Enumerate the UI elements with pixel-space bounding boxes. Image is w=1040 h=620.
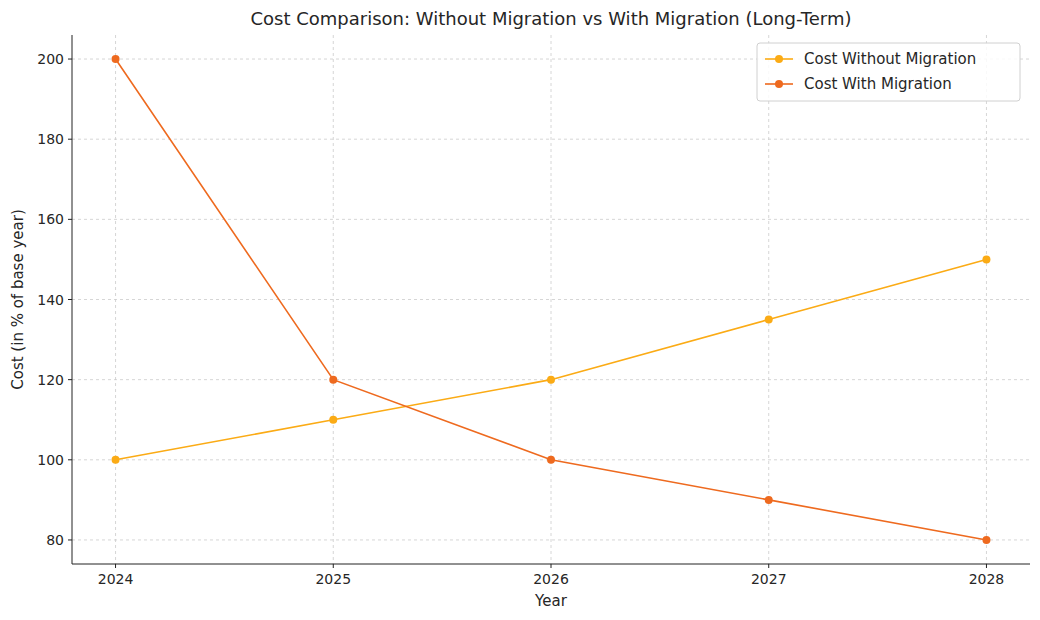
series-marker: [329, 416, 337, 424]
y-tick-label: 160: [37, 211, 64, 227]
y-tick-label: 100: [37, 452, 64, 468]
series-marker: [547, 376, 555, 384]
y-tick: [68, 299, 72, 300]
y-grid-line: [72, 219, 1030, 220]
x-tick: [115, 564, 116, 568]
chart-svg: 2024 2025 2026 2027 2028 80 100 120 140 160 180 200…: [0, 0, 1040, 620]
y-tick: [68, 139, 72, 140]
series-marker: [765, 496, 773, 504]
legend-label: Cost With Migration: [804, 75, 952, 93]
series-marker: [982, 255, 990, 263]
x-grid-line: [551, 35, 552, 564]
x-tick-label: 2026: [533, 571, 569, 587]
x-tick-label: 2025: [315, 571, 351, 587]
x-axis-label: Year: [534, 592, 568, 610]
series-marker: [329, 376, 337, 384]
y-tick: [68, 379, 72, 380]
y-axis-label: Cost (in % of base year): [9, 209, 27, 390]
grid: [72, 35, 1030, 564]
x-tick-label: 2027: [751, 571, 787, 587]
series-marker: [112, 55, 120, 63]
series-line: [116, 259, 987, 459]
legend-marker: [775, 55, 783, 63]
series-line: [116, 59, 987, 540]
y-tick: [68, 219, 72, 220]
series-marker: [547, 456, 555, 464]
x-tick-label: 2024: [98, 571, 134, 587]
x-tick: [333, 564, 334, 568]
legend-label: Cost Without Migration: [804, 50, 976, 68]
y-tick-label: 200: [37, 51, 64, 67]
y-tick-label: 120: [37, 372, 64, 388]
chart-title: Cost Comparison: Without Migration vs Wi…: [251, 8, 852, 29]
series-marker: [765, 316, 773, 324]
series-marker: [982, 536, 990, 544]
y-grid-line: [72, 139, 1030, 140]
y-tick: [68, 459, 72, 460]
x-tick: [986, 564, 987, 568]
y-grid-line: [72, 539, 1030, 540]
chart-container: 2024 2025 2026 2027 2028 80 100 120 140 160 180 200…: [0, 0, 1040, 620]
x-tick: [768, 564, 769, 568]
y-tick-label: 80: [46, 532, 64, 548]
x-tick: [551, 564, 552, 568]
legend-marker: [775, 80, 783, 88]
x-tick-label: 2028: [969, 571, 1005, 587]
y-tick-label: 180: [37, 131, 64, 147]
y-grid-line: [72, 299, 1030, 300]
y-tick-label: 140: [37, 292, 64, 308]
y-tick: [68, 59, 72, 60]
background: [0, 0, 1040, 620]
legend-box: [757, 43, 1020, 101]
series-marker: [112, 456, 120, 464]
y-tick: [68, 539, 72, 540]
legend: Cost Without Migration Cost With Migratio…: [757, 43, 1020, 101]
plot-area: [112, 55, 991, 544]
